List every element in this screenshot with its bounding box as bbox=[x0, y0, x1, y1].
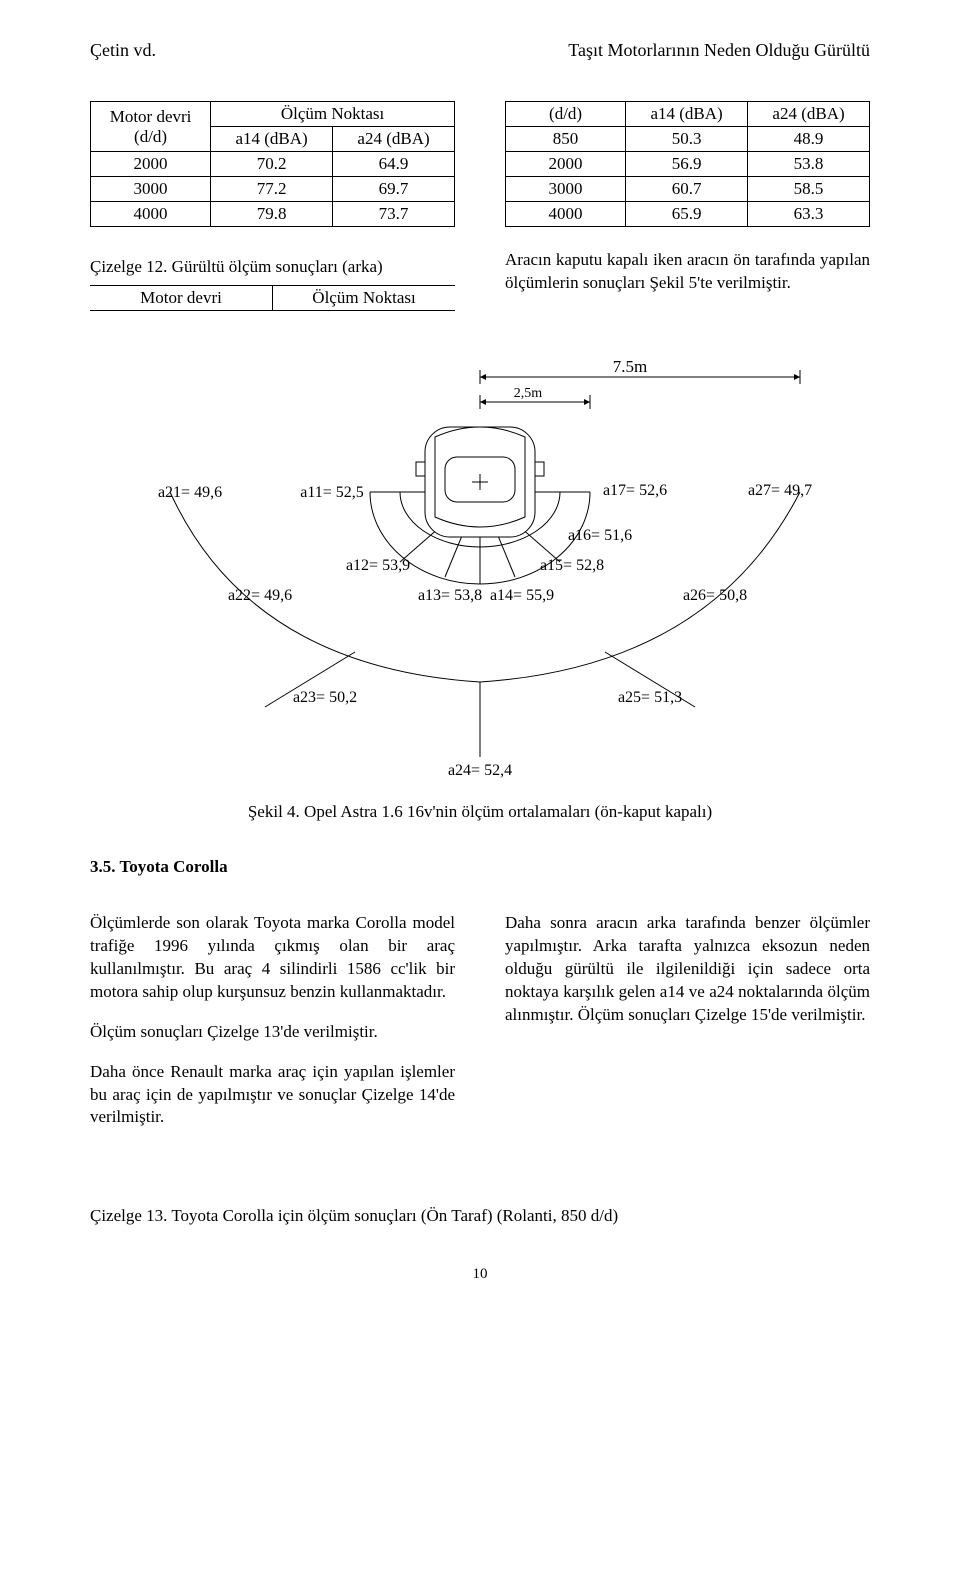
cell-a14-h: a14 (dBA) bbox=[211, 127, 333, 152]
cizelge13-caption: Çizelge 13. Toyota Corolla için ölçüm so… bbox=[90, 1206, 870, 1226]
table-row: 3000 60.7 58.5 bbox=[506, 177, 870, 202]
svg-text:a13= 53,8: a13= 53,8 bbox=[418, 587, 482, 604]
measurement-diagram: 7.5m 2,5m bbox=[100, 352, 860, 782]
svg-text:a27= 49,7: a27= 49,7 bbox=[748, 482, 812, 499]
cell-a24-h2: a24 (dBA) bbox=[748, 102, 870, 127]
body-paragraph: Daha önce Renault marka araç için yapıla… bbox=[90, 1061, 455, 1130]
table-row: 850 50.3 48.9 bbox=[506, 127, 870, 152]
svg-text:2,5m: 2,5m bbox=[514, 386, 543, 401]
svg-text:a12= 53,9: a12= 53,9 bbox=[346, 557, 410, 574]
svg-text:a25= 51,3: a25= 51,3 bbox=[618, 689, 682, 706]
right-paragraph: Aracın kaputu kapalı iken aracın ön tara… bbox=[505, 249, 870, 295]
right-table: (d/d) a14 (dBA) a24 (dBA) 850 50.3 48.9 … bbox=[505, 101, 870, 227]
left-table: Motor devri (d/d) Ölçüm Noktası a14 (dBA… bbox=[90, 101, 455, 227]
cell-motor-devri: Motor devri (d/d) bbox=[91, 102, 211, 152]
figure-caption: Şekil 4. Opel Astra 1.6 16v'nin ölçüm or… bbox=[90, 802, 870, 822]
svg-text:7.5m: 7.5m bbox=[613, 357, 647, 376]
body-paragraph: Daha sonra aracın arka tarafında benzer … bbox=[505, 912, 870, 1027]
svg-text:a17= 52,6: a17= 52,6 bbox=[603, 482, 667, 499]
svg-text:a15= 52,8: a15= 52,8 bbox=[540, 557, 604, 574]
olcum-header-row: Motor devri Ölçüm Noktası bbox=[90, 285, 455, 311]
svg-text:a23= 50,2: a23= 50,2 bbox=[293, 689, 357, 706]
svg-text:a21= 49,6: a21= 49,6 bbox=[158, 484, 222, 501]
body-paragraph: Ölçümlerde son olarak Toyota marka Corol… bbox=[90, 912, 455, 1004]
olcum-left: Motor devri bbox=[90, 286, 273, 311]
header-right: Taşıt Motorlarının Neden Olduğu Gürültü bbox=[568, 40, 870, 61]
olcum-right: Ölçüm Noktası bbox=[273, 286, 455, 311]
cizelge12-label: Çizelge 12. Gürültü ölçüm sonuçları (ark… bbox=[90, 257, 455, 277]
header-left: Çetin vd. bbox=[90, 40, 156, 61]
running-header: Çetin vd. Taşıt Motorlarının Neden Olduğ… bbox=[90, 40, 870, 61]
page-number: 10 bbox=[90, 1266, 870, 1283]
svg-text:a11= 52,5: a11= 52,5 bbox=[300, 484, 364, 501]
svg-text:a22= 49,6: a22= 49,6 bbox=[228, 587, 292, 604]
svg-text:a24= 52,4: a24= 52,4 bbox=[448, 762, 512, 779]
svg-text:a26= 50,8: a26= 50,8 bbox=[683, 587, 747, 604]
section-title: 3.5. Toyota Corolla bbox=[90, 857, 870, 877]
svg-text:a14= 55,9: a14= 55,9 bbox=[490, 587, 554, 604]
cell-dd: (d/d) bbox=[506, 102, 626, 127]
table-row: 2000 70.2 64.9 bbox=[91, 152, 455, 177]
cell-olcum-noktasi: Ölçüm Noktası bbox=[211, 102, 455, 127]
table-row: 2000 56.9 53.8 bbox=[506, 152, 870, 177]
table-row: 4000 79.8 73.7 bbox=[91, 202, 455, 227]
svg-text:a16= 51,6: a16= 51,6 bbox=[568, 527, 632, 544]
table-row: 3000 77.2 69.7 bbox=[91, 177, 455, 202]
table-row: 4000 65.9 63.3 bbox=[506, 202, 870, 227]
body-paragraph: Ölçüm sonuçları Çizelge 13'de verilmişti… bbox=[90, 1021, 455, 1044]
cell-a14-h2: a14 (dBA) bbox=[626, 102, 748, 127]
cell-a24-h: a24 (dBA) bbox=[333, 127, 455, 152]
